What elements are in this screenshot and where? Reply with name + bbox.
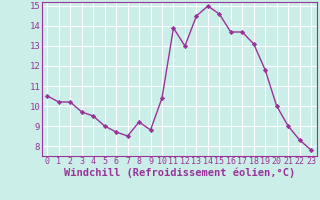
X-axis label: Windchill (Refroidissement éolien,°C): Windchill (Refroidissement éolien,°C) [64, 168, 295, 178]
